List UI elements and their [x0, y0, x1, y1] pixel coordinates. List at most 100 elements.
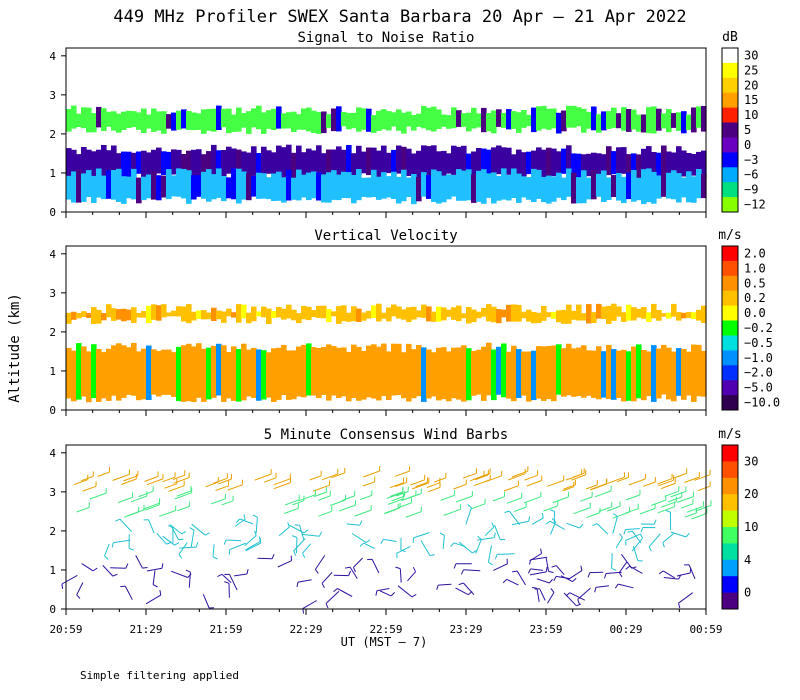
heatmap-cell	[351, 306, 357, 322]
heatmap-cell	[206, 347, 212, 400]
colorbar-swatch	[722, 350, 738, 366]
heatmap-cell	[671, 351, 677, 402]
wind-barb	[407, 571, 416, 582]
heatmap-cell	[246, 152, 252, 177]
wind-barb	[545, 558, 550, 572]
heatmap-cell	[171, 310, 177, 317]
colorbar-swatch	[722, 365, 738, 381]
panel-title: Signal to Noise Ratio	[297, 30, 474, 46]
heatmap-cell	[331, 311, 337, 317]
heatmap-cell	[366, 108, 372, 132]
heatmap-cell	[391, 343, 397, 396]
wind-barb-feather	[166, 541, 172, 545]
heatmap-cell	[471, 151, 477, 176]
wind-barb-feather	[178, 554, 183, 559]
heatmap-cell	[396, 343, 402, 395]
heatmap-cell	[621, 312, 627, 322]
heatmap-cell	[666, 172, 672, 199]
heatmap-cell	[201, 310, 207, 320]
heatmap-cell	[221, 150, 227, 178]
wind-barb	[523, 496, 541, 504]
wind-barb	[552, 496, 569, 504]
heatmap-cell	[381, 145, 387, 175]
wind-barb	[117, 496, 133, 504]
colorbar-label: −3	[744, 153, 758, 167]
heatmap-cell	[511, 304, 517, 322]
heatmap-cell	[231, 312, 237, 318]
heatmap-cell	[396, 145, 402, 174]
wind-barb	[550, 521, 557, 535]
heatmap-cell	[616, 306, 622, 317]
heatmap-cell	[101, 175, 107, 200]
wind-barb	[412, 482, 429, 490]
heatmap-cell	[441, 307, 447, 321]
wind-barb	[477, 537, 495, 541]
heatmap-cell	[701, 150, 707, 179]
heatmap-cell	[266, 308, 272, 325]
heatmap-cell	[346, 351, 352, 402]
heatmap-cell	[196, 310, 202, 319]
wind-barb	[463, 582, 475, 596]
wind-barb-feather	[587, 572, 591, 578]
wind-barb	[144, 504, 160, 511]
heatmap-cell	[86, 312, 92, 318]
heatmap-cell	[246, 173, 252, 201]
wind-barb-feather	[627, 530, 633, 533]
wind-barb	[395, 481, 407, 488]
wind-barb	[684, 476, 700, 483]
wind-barb	[292, 500, 305, 506]
heatmap-cell	[271, 311, 277, 318]
wind-barb	[475, 474, 489, 481]
panel-3: 5 Minute Consensus Wind Barbs 0 1 2 3 4 20:59 2…	[49, 427, 758, 636]
heatmap-cell	[686, 114, 692, 130]
heatmap-cell	[291, 309, 297, 321]
heatmap-cell	[551, 108, 557, 129]
heatmap-cell	[276, 145, 282, 176]
colorbar-swatch	[722, 48, 738, 64]
heatmap-cell	[201, 154, 207, 177]
wind-barb	[76, 582, 84, 596]
heatmap-cell	[291, 177, 297, 200]
heatmap-cell	[346, 112, 352, 130]
wind-barb-feather	[217, 573, 223, 578]
heatmap-cell	[516, 349, 522, 398]
wind-barb	[697, 485, 711, 492]
heatmap-cell	[481, 107, 487, 133]
heatmap-cell	[296, 346, 302, 397]
heatmap-cell	[631, 153, 637, 178]
wind-barb	[494, 524, 501, 540]
wind-barb	[506, 497, 522, 504]
wind-barb	[395, 470, 410, 477]
heatmap-cell	[231, 114, 237, 132]
heatmap-cell	[521, 110, 527, 128]
wind-barb	[376, 588, 390, 592]
heatmap-cell	[511, 345, 517, 402]
heatmap-cell	[81, 147, 87, 174]
heatmap-cell	[296, 145, 302, 178]
wind-barb	[539, 588, 546, 601]
wind-barb	[263, 477, 277, 483]
colorbar-label: −12	[744, 198, 766, 212]
heatmap-cell	[71, 171, 77, 203]
heatmap-cell	[361, 151, 367, 174]
heatmap-cell	[181, 306, 187, 322]
heatmap-cell	[266, 352, 272, 398]
heatmap-cell	[201, 171, 207, 199]
wind-barb	[331, 472, 345, 479]
heatmap-cell	[521, 152, 527, 180]
heatmap-cell	[66, 109, 72, 132]
heatmap-cell	[406, 177, 412, 197]
heatmap-cell	[326, 172, 332, 203]
wind-barb	[596, 523, 609, 535]
heatmap-cell	[476, 311, 482, 319]
heatmap-cell	[306, 343, 312, 396]
wind-barb	[273, 482, 291, 490]
wind-barb-feather	[529, 559, 532, 565]
heatmap-cell	[291, 350, 297, 400]
heatmap-cell	[336, 106, 342, 132]
heatmap-cell	[216, 150, 222, 174]
heatmap-cell	[416, 177, 422, 202]
colorbar-swatch	[722, 494, 738, 512]
panels-group: Signal to Noise Ratio01234dB302520151050…	[49, 30, 780, 636]
